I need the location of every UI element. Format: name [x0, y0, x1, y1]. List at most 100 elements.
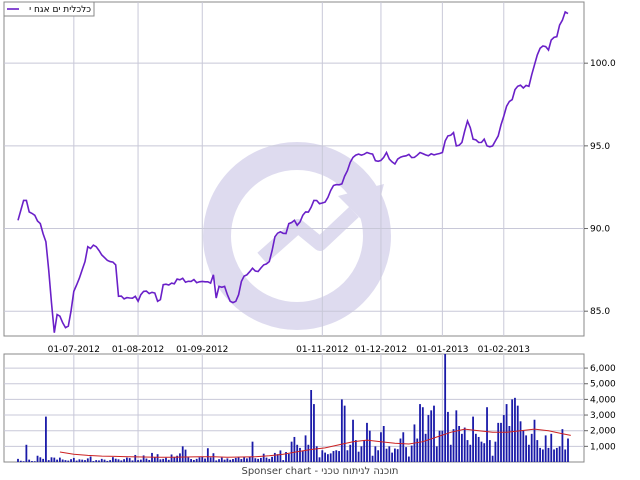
volume-bar	[416, 438, 419, 462]
volume-bar	[248, 456, 251, 462]
volume-y-tick-label: 2,000	[590, 427, 616, 437]
volume-bar	[209, 457, 212, 462]
volume-bar	[282, 460, 285, 462]
volume-bar	[399, 438, 402, 462]
volume-bar	[173, 457, 176, 462]
volume-bar	[276, 454, 279, 462]
volume-bar	[75, 460, 78, 462]
volume-bar	[366, 422, 368, 462]
volume-bar	[84, 460, 86, 462]
volume-bar	[424, 433, 427, 462]
volume-bar	[273, 452, 276, 462]
volume-bar	[407, 456, 410, 462]
volume-bar	[357, 451, 360, 462]
volume-bar	[285, 451, 287, 462]
volume-y-tick-label: 4,000	[590, 395, 616, 405]
price-y-axis: 85.0 90.0 95.0 100.0	[584, 59, 616, 317]
volume-bar	[170, 454, 173, 462]
price-y-tick-label: 95.0	[590, 142, 610, 152]
volume-bar	[326, 454, 329, 462]
volume-bar	[268, 458, 271, 462]
volume-bar	[296, 444, 299, 462]
volume-bar	[215, 460, 218, 462]
volume-bar	[45, 416, 47, 462]
volume-bar	[338, 451, 340, 462]
volume-bar	[313, 404, 315, 462]
volume-bar	[31, 461, 33, 462]
volume-bar	[525, 435, 528, 462]
volume-bar	[86, 458, 89, 462]
volume-bar	[405, 447, 407, 462]
volume-bar	[145, 458, 148, 462]
volume-bar	[494, 441, 497, 462]
volume-bar	[511, 399, 514, 462]
volume-bar	[156, 454, 159, 462]
price-gridlines	[4, 2, 584, 336]
volume-bar	[237, 457, 240, 462]
volume-bar	[561, 429, 564, 462]
volume-bar	[109, 460, 112, 462]
volume-bar	[232, 459, 234, 462]
volume-bar	[564, 449, 567, 462]
volume-bar	[223, 459, 226, 462]
volume-bar	[204, 458, 206, 462]
volume-bars	[17, 354, 569, 462]
volume-y-tick-label: 6,000	[590, 364, 616, 374]
volume-bar	[139, 459, 142, 462]
volume-bar	[544, 435, 547, 462]
volume-bar	[265, 457, 268, 462]
volume-bar	[528, 444, 530, 462]
volume-bar	[254, 458, 257, 462]
volume-bar	[240, 459, 243, 462]
x-tick-label: 01-02-2013	[478, 345, 530, 355]
volume-bar	[61, 459, 64, 462]
volume-bar	[447, 411, 449, 462]
volume-bar	[162, 458, 165, 462]
volume-bar	[187, 457, 190, 462]
volume-bar	[307, 444, 310, 462]
volume-bar	[22, 461, 25, 462]
volume-bar	[438, 430, 441, 462]
volume-bar	[394, 448, 396, 462]
volume-bar	[25, 444, 28, 462]
volume-bar	[430, 410, 433, 462]
volume-bar	[100, 458, 103, 462]
x-tick-label: 01-11-2012	[296, 345, 348, 355]
volume-bar	[123, 459, 125, 462]
volume-bar	[229, 459, 232, 462]
volume-bar	[547, 447, 550, 462]
volume-bar	[159, 459, 162, 462]
volume-bar	[220, 457, 223, 462]
volume-bar	[332, 451, 335, 462]
x-tick-label: 01-08-2012	[112, 345, 164, 355]
legend: כלכלית ים אגח י	[3, 1, 95, 17]
volume-bar	[293, 436, 296, 462]
volume-bar	[89, 456, 92, 462]
volume-bar	[125, 457, 128, 462]
volume-bar	[491, 455, 494, 462]
volume-bar	[17, 458, 19, 462]
volume-bar	[58, 457, 61, 462]
volume-bar	[469, 444, 472, 462]
volume-bar	[455, 410, 458, 462]
volume-bar	[536, 440, 539, 462]
price-y-tick-label: 85.0	[590, 307, 610, 317]
volume-bar	[382, 426, 385, 462]
volume-bar	[120, 460, 123, 462]
volume-bar	[246, 458, 248, 462]
volume-bar	[251, 441, 254, 462]
volume-bar	[179, 453, 181, 462]
volume-bar	[259, 457, 262, 462]
volume-bar	[95, 460, 98, 462]
volume-bar	[271, 456, 273, 462]
volume-bar	[33, 461, 36, 462]
volume-bar	[360, 446, 363, 462]
volume-bar	[176, 455, 179, 462]
volume-bar	[81, 459, 84, 462]
volume-bar	[486, 407, 488, 462]
volume-bar	[47, 460, 50, 462]
volume-bar	[19, 460, 22, 462]
volume-bar	[488, 440, 491, 462]
volume-bar	[184, 449, 187, 462]
volume-bar	[335, 450, 338, 462]
